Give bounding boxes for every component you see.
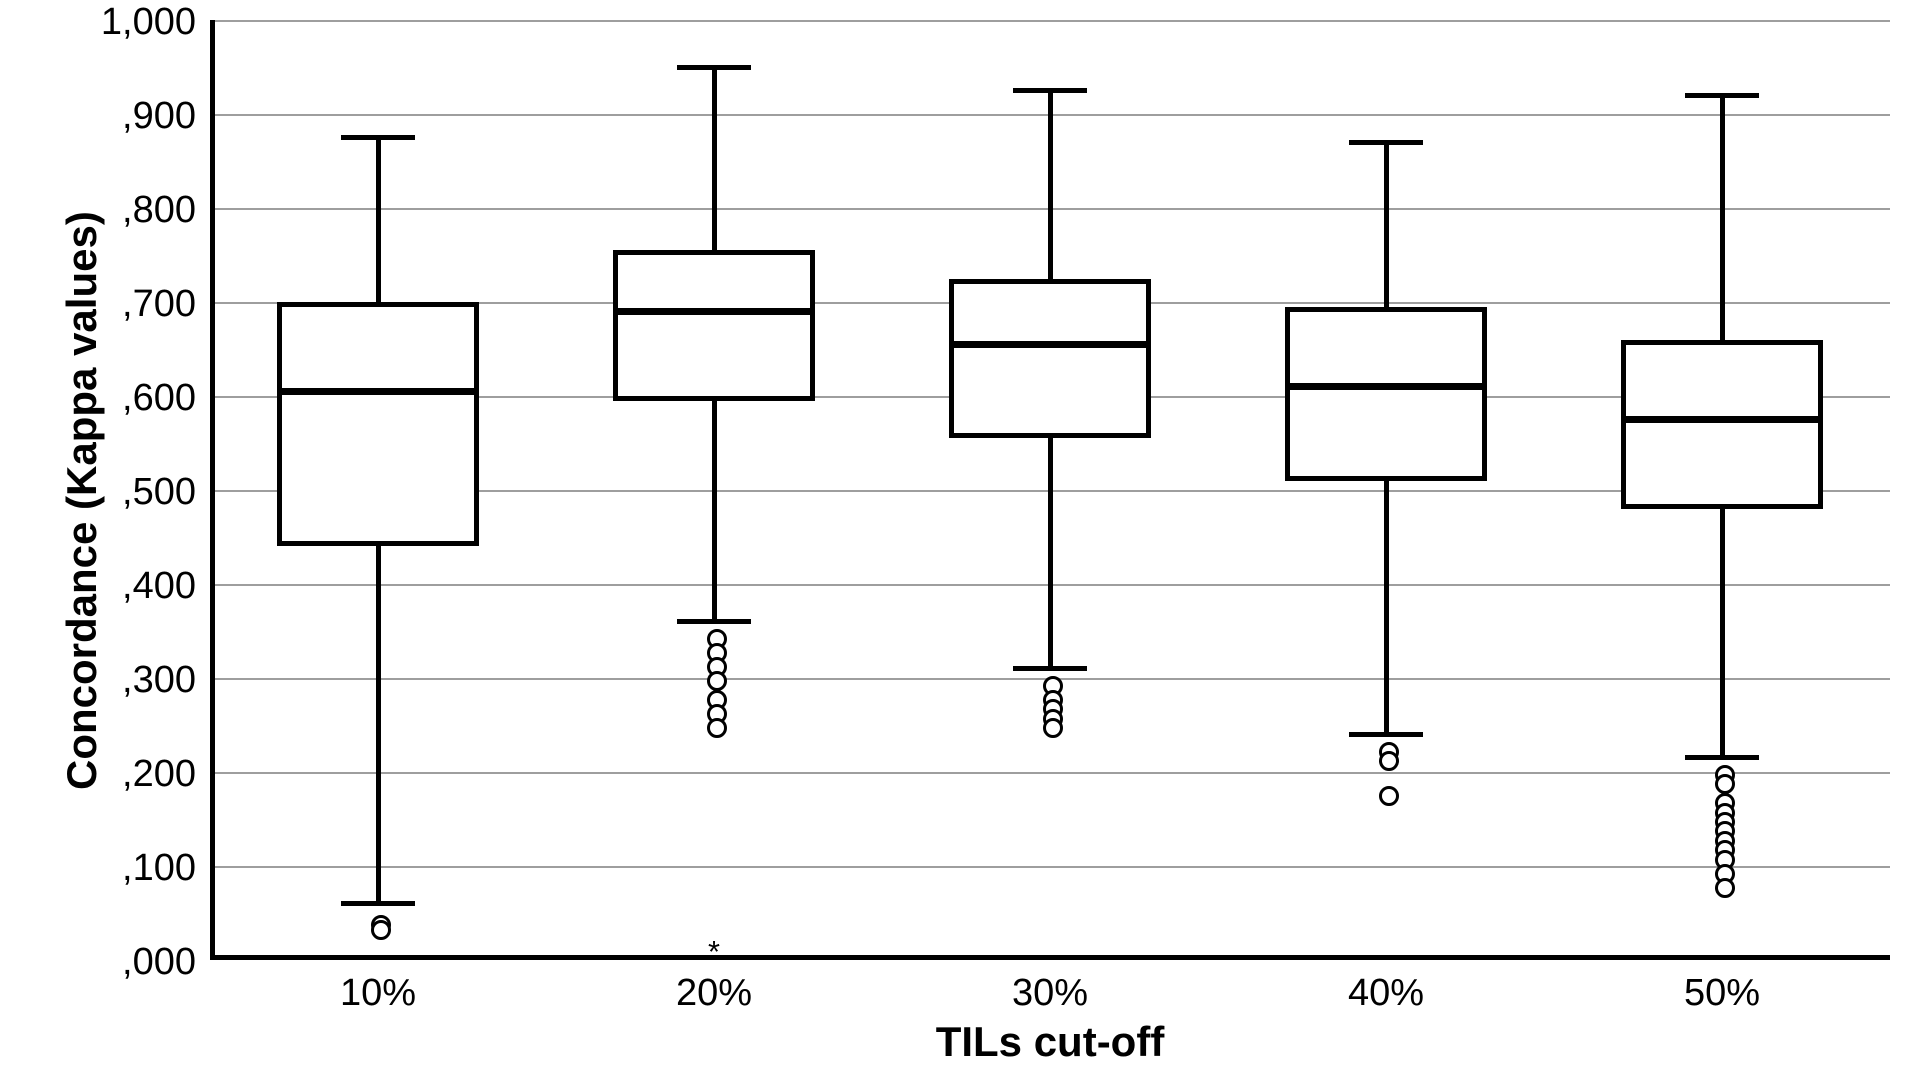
whisker-cap [677, 619, 751, 624]
outlier-circle [1379, 786, 1399, 806]
x-tick-label: 10% [318, 972, 438, 1015]
outlier-circle [707, 671, 727, 691]
median-line [1285, 383, 1487, 390]
median-line [949, 341, 1151, 348]
outlier-circle [707, 718, 727, 738]
y-axis-line [210, 20, 215, 960]
whisker-cap [1685, 93, 1759, 98]
box-rect [613, 250, 815, 400]
whisker-cap [341, 901, 415, 906]
x-tick-label: 40% [1326, 972, 1446, 1015]
whisker-cap [1013, 666, 1087, 671]
outlier-circle [1043, 718, 1063, 738]
boxplot-chart: * Concordance (Kappa values) TILs cut-of… [0, 0, 1920, 1071]
grid-line [210, 866, 1890, 868]
whisker-cap [1349, 140, 1423, 145]
y-tick-label: ,200 [122, 753, 196, 796]
outlier-circle [1379, 751, 1399, 771]
y-tick-label: ,100 [122, 847, 196, 890]
box-rect [949, 279, 1151, 439]
x-tick-label: 50% [1662, 972, 1782, 1015]
outlier-star: * [699, 937, 730, 968]
whisker-cap [677, 65, 751, 70]
whisker-cap [1013, 88, 1087, 93]
whisker-cap [341, 135, 415, 140]
whisker-cap [1349, 732, 1423, 737]
y-tick-label: ,700 [122, 283, 196, 326]
y-tick-label: ,500 [122, 471, 196, 514]
outlier-circle [1715, 878, 1735, 898]
box-rect [1621, 340, 1823, 509]
box-rect [277, 302, 479, 546]
y-tick-label: ,900 [122, 95, 196, 138]
median-line [613, 308, 815, 315]
y-tick-label: ,600 [122, 377, 196, 420]
box-rect [1285, 307, 1487, 481]
whisker-cap [1685, 755, 1759, 760]
y-axis-title: Concordance (Kappa values) [58, 211, 106, 790]
y-tick-label: ,300 [122, 659, 196, 702]
y-tick-label: ,000 [122, 941, 196, 984]
x-tick-label: 20% [654, 972, 774, 1015]
x-tick-label: 30% [990, 972, 1110, 1015]
median-line [277, 388, 479, 395]
outlier-circle [1715, 774, 1735, 794]
y-tick-label: ,400 [122, 565, 196, 608]
median-line [1621, 416, 1823, 423]
x-axis-line [210, 955, 1890, 960]
grid-line [210, 20, 1890, 22]
y-tick-label: ,800 [122, 189, 196, 232]
y-tick-label: 1,000 [101, 1, 196, 44]
grid-line [210, 772, 1890, 774]
plot-area: * [210, 20, 1890, 960]
outlier-circle [371, 920, 391, 940]
x-axis-title: TILs cut-off [800, 1018, 1300, 1066]
